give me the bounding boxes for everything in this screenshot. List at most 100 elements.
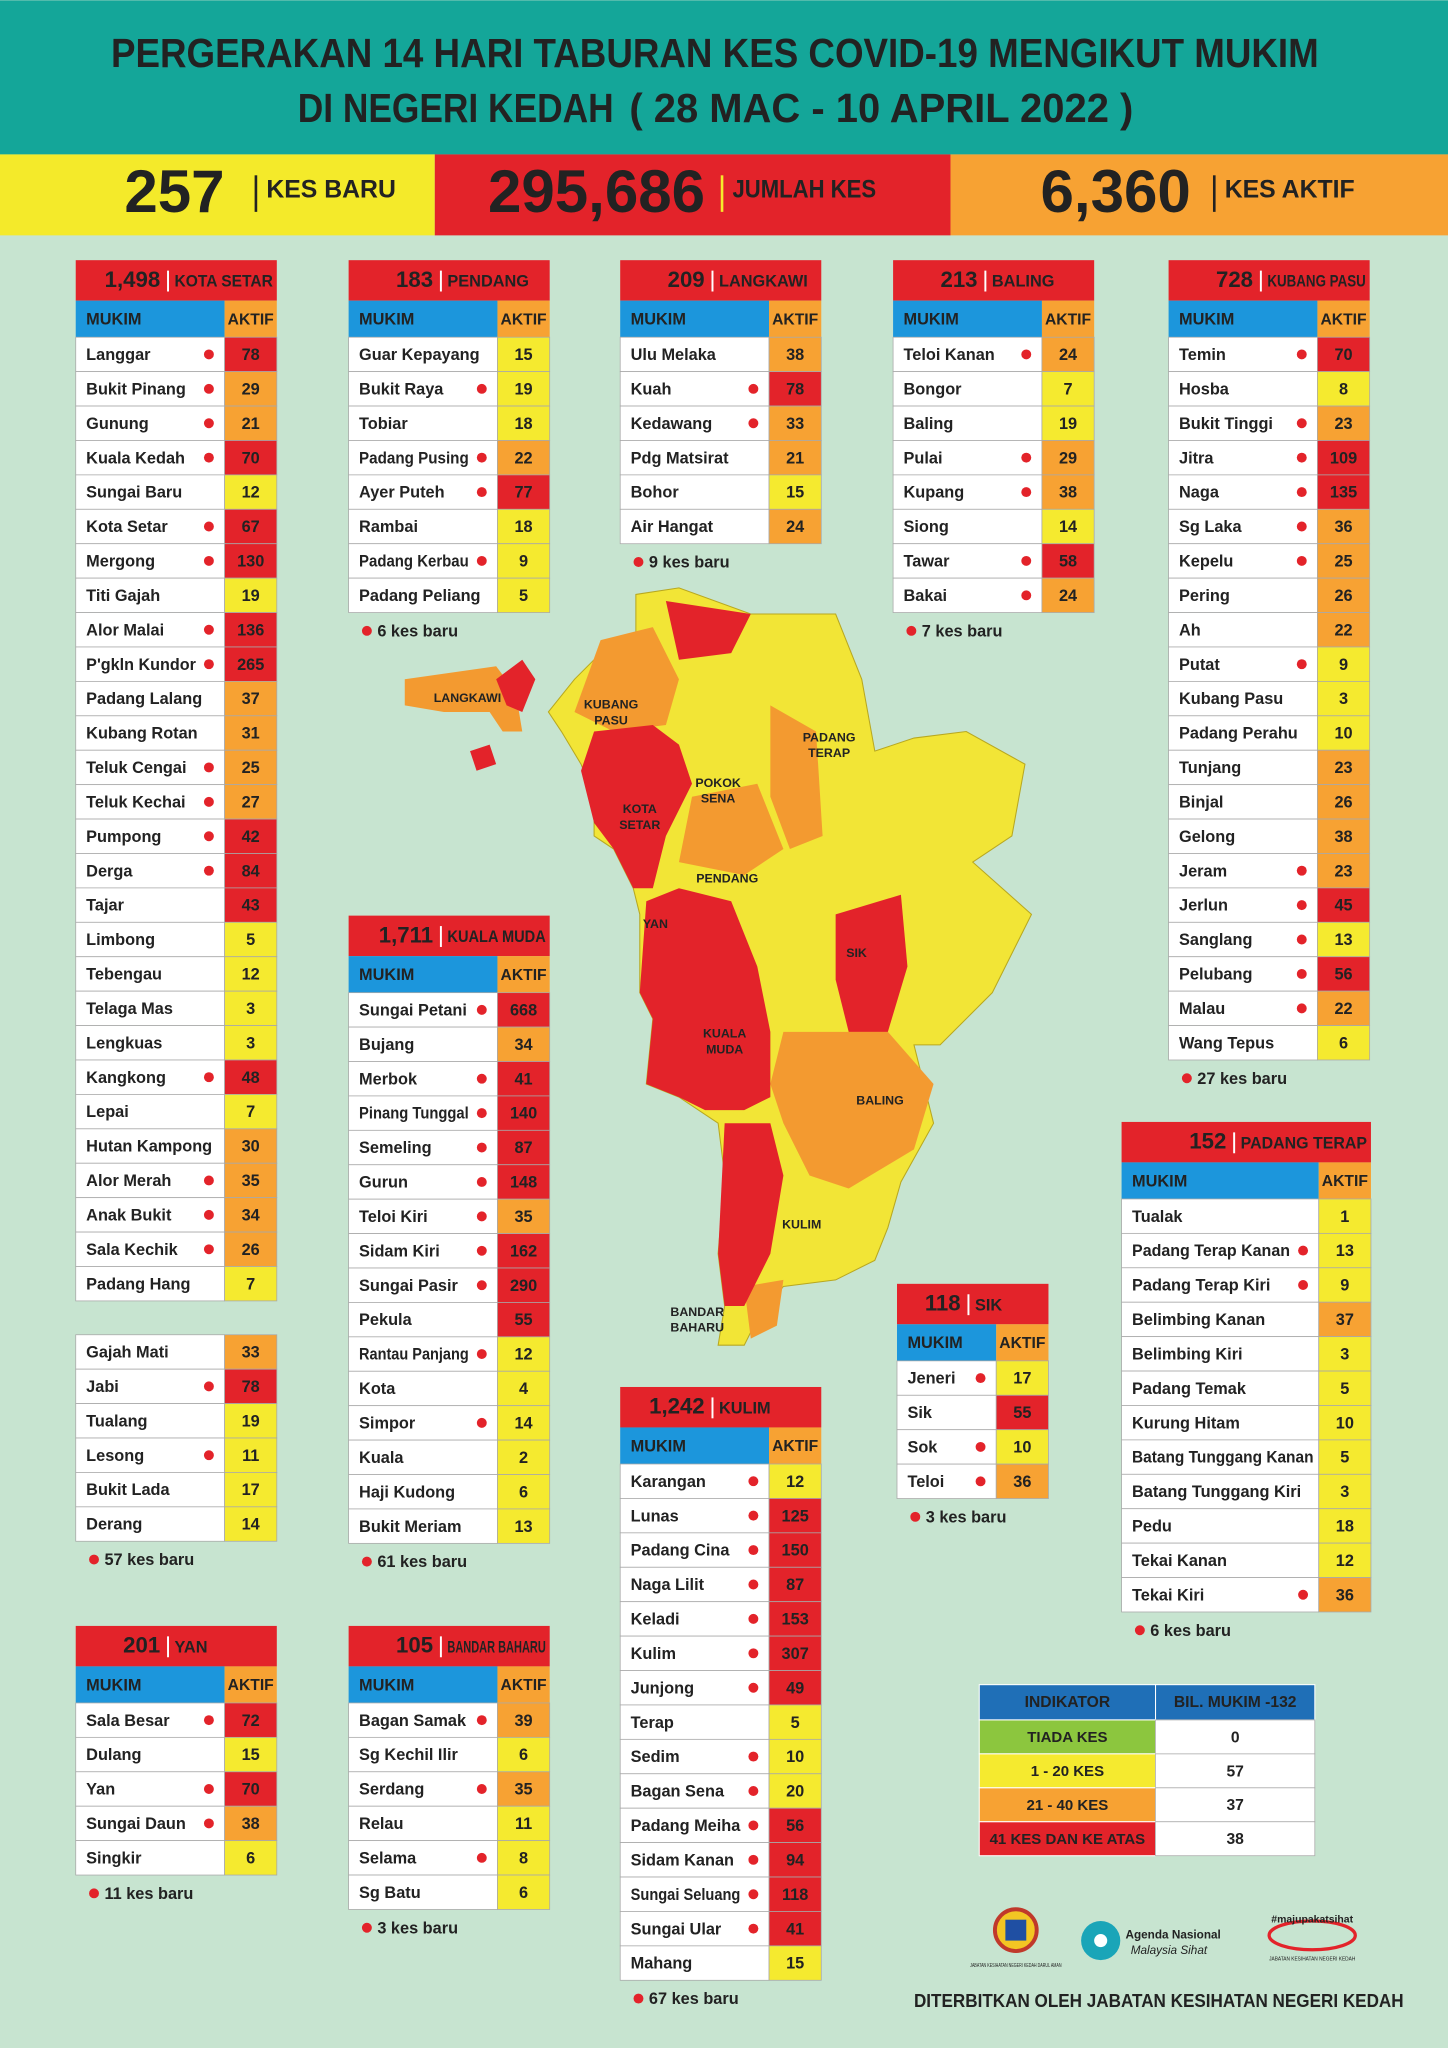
logo-text: Malaysia Sihat xyxy=(1131,1944,1208,1957)
mukim-name: P'gkln Kundor xyxy=(86,656,196,674)
value-cell xyxy=(497,508,551,545)
active-cases: 25 xyxy=(242,759,260,777)
legend-count-cell xyxy=(1155,1787,1316,1823)
value-cell xyxy=(1317,887,1371,923)
active-cases: 14 xyxy=(1059,518,1077,536)
value-cell xyxy=(1318,1336,1372,1372)
new-cases: 11 kes baru xyxy=(104,1885,193,1903)
name-cell xyxy=(75,1059,225,1095)
region xyxy=(770,705,823,850)
mukim-name: Sungai Baru xyxy=(86,484,182,502)
mukim-name: Pumpong xyxy=(86,828,161,846)
new-cases: 67 kes baru xyxy=(649,1990,739,2008)
name-cell xyxy=(1121,1198,1320,1234)
column-header: MUKIM xyxy=(904,311,959,329)
new-case-dot xyxy=(203,1072,214,1083)
map-label: PADANG xyxy=(803,730,856,744)
active-cases: 26 xyxy=(1334,793,1352,811)
mukim-name: Pinang Tunggal xyxy=(359,1105,469,1123)
new-case-dot xyxy=(1021,349,1032,360)
name-cell xyxy=(892,474,1043,510)
name-cell xyxy=(892,508,1043,545)
name-cell xyxy=(1168,440,1318,476)
footer-dot xyxy=(361,1556,372,1567)
value-cell xyxy=(497,405,551,441)
name-cell xyxy=(75,1266,225,1302)
summary-box xyxy=(434,154,951,236)
value-cell xyxy=(497,440,551,476)
active-cases: 55 xyxy=(1013,1404,1031,1422)
column-header: MUKIM xyxy=(86,311,141,329)
new-case-dot xyxy=(476,1852,487,1863)
column-header: MUKIM xyxy=(1179,311,1234,329)
mukim-name: Kuah xyxy=(631,380,672,398)
name-cell xyxy=(1168,784,1318,820)
header-cell xyxy=(893,300,1042,338)
active-cases: 26 xyxy=(242,1241,260,1259)
active-cases: 27 xyxy=(242,793,260,811)
header-cell xyxy=(224,1666,277,1703)
value-cell xyxy=(497,1439,551,1475)
mukim-name: Guar Kepayang xyxy=(359,346,480,364)
active-cases: 41 xyxy=(514,1070,532,1088)
value-cell xyxy=(224,1506,278,1542)
active-cases: 43 xyxy=(242,897,260,915)
active-cases: 77 xyxy=(514,484,532,502)
mukim-name: Tajar xyxy=(86,897,124,915)
new-case-dot xyxy=(1021,555,1032,566)
mukim-name: Pering xyxy=(1179,587,1230,605)
summary-label: JUMLAH KES xyxy=(732,177,876,204)
active-cases: 36 xyxy=(1334,518,1352,536)
mukim-name: Sungai Ular xyxy=(631,1920,722,1938)
mukim-name: Temin xyxy=(1179,346,1226,364)
footer-text: DITERBITKAN OLEH JABATAN KESIHATAN NEGER… xyxy=(914,1990,1404,2011)
name-cell xyxy=(348,1405,498,1441)
active-cases: 21 xyxy=(786,449,804,467)
header-band xyxy=(0,0,1448,155)
column-header: MUKIM xyxy=(359,311,414,329)
new-case-dot xyxy=(203,1784,214,1794)
new-case-dot xyxy=(476,1349,487,1360)
new-cases: 57 kes baru xyxy=(104,1551,194,1569)
name-cell xyxy=(619,1911,770,1947)
active-cases: 34 xyxy=(514,1036,532,1054)
legend-label: 1 - 20 KES xyxy=(1031,1763,1104,1780)
name-cell xyxy=(619,1498,770,1534)
value-cell xyxy=(497,1164,551,1200)
new-case-dot xyxy=(203,831,214,842)
active-cases: 17 xyxy=(1013,1370,1031,1388)
name-cell xyxy=(1168,1025,1318,1061)
district-total: 105 xyxy=(396,1633,433,1658)
active-cases: 37 xyxy=(242,690,260,708)
district-total: 201 xyxy=(123,1633,160,1658)
column-header: AKTIF xyxy=(501,1677,547,1694)
active-cases: 24 xyxy=(1059,587,1077,605)
new-case-dot xyxy=(748,1786,759,1796)
mukim-name: Hutan Kampong xyxy=(86,1138,212,1156)
new-case-dot xyxy=(1298,1589,1309,1600)
active-cases: 3 xyxy=(1339,690,1348,708)
active-cases: 36 xyxy=(1336,1586,1354,1604)
region xyxy=(574,627,679,732)
name-cell xyxy=(1121,1577,1320,1613)
active-cases: 23 xyxy=(1334,415,1352,433)
active-cases: 13 xyxy=(1334,931,1352,949)
new-case-dot xyxy=(203,555,214,566)
value-cell xyxy=(224,371,278,407)
new-case-dot xyxy=(203,1818,214,1829)
active-cases: 148 xyxy=(510,1174,537,1192)
legend-count: 57 xyxy=(1226,1763,1244,1780)
active-cases: 19 xyxy=(242,1412,260,1430)
new-case-dot xyxy=(476,1280,487,1291)
name-cell xyxy=(75,1472,225,1508)
value-cell xyxy=(224,921,278,958)
footer-dot xyxy=(1134,1625,1145,1636)
name-cell xyxy=(348,405,498,441)
new-case-dot xyxy=(476,1784,487,1794)
summary-box xyxy=(0,154,435,236)
mukim-name: Sungai Pasir xyxy=(359,1277,458,1295)
mukim-name: Batang Tunggang Kiri xyxy=(1132,1483,1301,1501)
mukim-name: Sanglang xyxy=(1179,931,1252,949)
island xyxy=(404,666,523,732)
